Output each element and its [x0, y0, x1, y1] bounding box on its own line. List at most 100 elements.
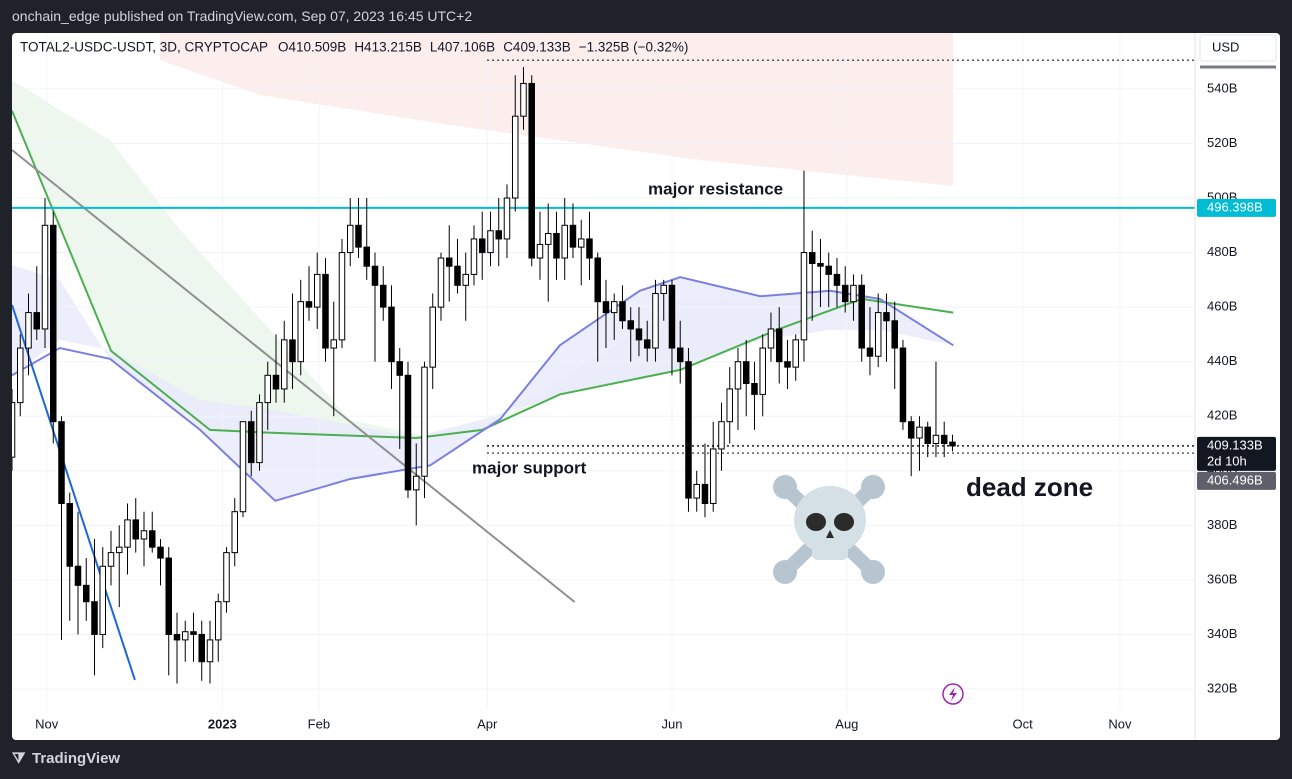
- candle-body: [866, 347, 874, 357]
- lightning-icon[interactable]: [942, 683, 964, 705]
- candle-body: [124, 519, 131, 548]
- currency: USD: [1212, 39, 1239, 54]
- skull-icon: [773, 475, 885, 584]
- candle-body: [932, 434, 940, 445]
- annotation: dead zone: [966, 472, 1093, 502]
- candle-body: [33, 312, 40, 330]
- candle-body: [891, 320, 898, 349]
- candle-body: [577, 238, 585, 248]
- candle-body: [181, 631, 189, 641]
- candle-body: [742, 361, 750, 385]
- candle-body: [850, 284, 857, 303]
- red-cloud: [160, 33, 953, 186]
- usd-button[interactable]: [1199, 34, 1277, 62]
- candle-body: [569, 224, 577, 248]
- candle-body: [190, 631, 197, 635]
- candle-body: [157, 546, 164, 559]
- x-tick-label: Jun: [661, 716, 682, 731]
- candle-body: [16, 347, 24, 404]
- candle-body: [49, 224, 57, 423]
- y-tick-label: 360B: [1207, 571, 1237, 586]
- x-tick-label: 2023: [208, 716, 237, 731]
- y-tick-label: 380B: [1207, 517, 1237, 532]
- brand-name: TradingView: [32, 750, 121, 767]
- x-tick-label: Oct: [1012, 716, 1033, 731]
- candle-body: [371, 265, 379, 286]
- candle-body: [140, 530, 148, 540]
- candle-body: [536, 243, 544, 259]
- candle-body: [272, 374, 280, 390]
- legend-value: O410.509B: [278, 40, 346, 55]
- candle-body: [239, 421, 247, 513]
- candle-body: [751, 383, 758, 395]
- candle-body: [437, 257, 445, 308]
- candle-body: [528, 82, 535, 259]
- candle-body: [899, 347, 907, 423]
- candle-body: [800, 252, 808, 341]
- overlay-line: [12, 149, 576, 603]
- candle-body: [685, 361, 692, 499]
- candle-body: [907, 421, 915, 439]
- candle-body: [313, 273, 321, 308]
- candle-body: [841, 284, 849, 303]
- logo: ⧩: [12, 750, 26, 767]
- candle-body: [668, 284, 676, 349]
- candle-body: [404, 374, 412, 491]
- x-tick-label: Nov: [35, 716, 59, 731]
- candle-body: [264, 374, 271, 404]
- y-tick-label: 420B: [1207, 408, 1237, 423]
- candle-body: [825, 265, 832, 275]
- candle-body: [454, 265, 461, 286]
- candle-body: [701, 483, 709, 505]
- y-tick-label: 340B: [1207, 626, 1237, 641]
- candle-body: [165, 557, 172, 635]
- annotation: major support: [472, 458, 587, 477]
- price-label: 406.496B: [1207, 472, 1263, 487]
- candle-body: [173, 633, 181, 641]
- candle-body: [462, 273, 469, 286]
- legend-value: C409.133B: [503, 40, 571, 55]
- candle-body: [379, 284, 387, 308]
- candle-body: [775, 328, 783, 363]
- y-tick-label: 440B: [1207, 353, 1237, 368]
- countdown: 2d 10h: [1207, 453, 1247, 468]
- candle-body: [586, 238, 593, 259]
- ohlc-legend: O410.509B H413.215B L407.106B C409.133B −1.3…: [278, 40, 688, 55]
- candle-body: [726, 388, 733, 423]
- candle-body: [759, 347, 766, 395]
- candle-body: [808, 252, 816, 264]
- overlay-line: [12, 304, 136, 681]
- candle-body: [561, 224, 568, 259]
- candle-body: [231, 511, 238, 554]
- candle-body: [553, 232, 560, 259]
- candle-body: [478, 238, 486, 254]
- candle-body: [66, 503, 73, 567]
- candle-body: [602, 301, 610, 314]
- candle-body: [487, 230, 494, 254]
- candle-body: [652, 292, 659, 349]
- y-tick-label: 520B: [1207, 135, 1237, 150]
- candle-body: [940, 434, 948, 445]
- candle-body: [874, 312, 882, 357]
- candle-body: [206, 639, 214, 663]
- candle-body: [544, 232, 552, 245]
- x-tick-label: Apr: [477, 716, 498, 731]
- candle-body: [594, 257, 601, 303]
- candle-body: [12, 402, 16, 458]
- brand: ⧩ TradingView: [12, 750, 120, 767]
- price-label-bg: [1197, 198, 1276, 217]
- candle-body: [916, 426, 923, 439]
- candle-body: [924, 426, 931, 445]
- candle-body: [58, 421, 65, 505]
- candle-body: [355, 224, 362, 248]
- candle-body: [107, 552, 115, 567]
- candle-body: [289, 339, 296, 363]
- candle-body: [297, 301, 304, 363]
- candle-body: [610, 301, 618, 314]
- candle-body: [627, 320, 634, 330]
- y-tick-label: 480B: [1207, 244, 1237, 259]
- candle-body: [949, 441, 956, 447]
- candle-body: [660, 284, 667, 294]
